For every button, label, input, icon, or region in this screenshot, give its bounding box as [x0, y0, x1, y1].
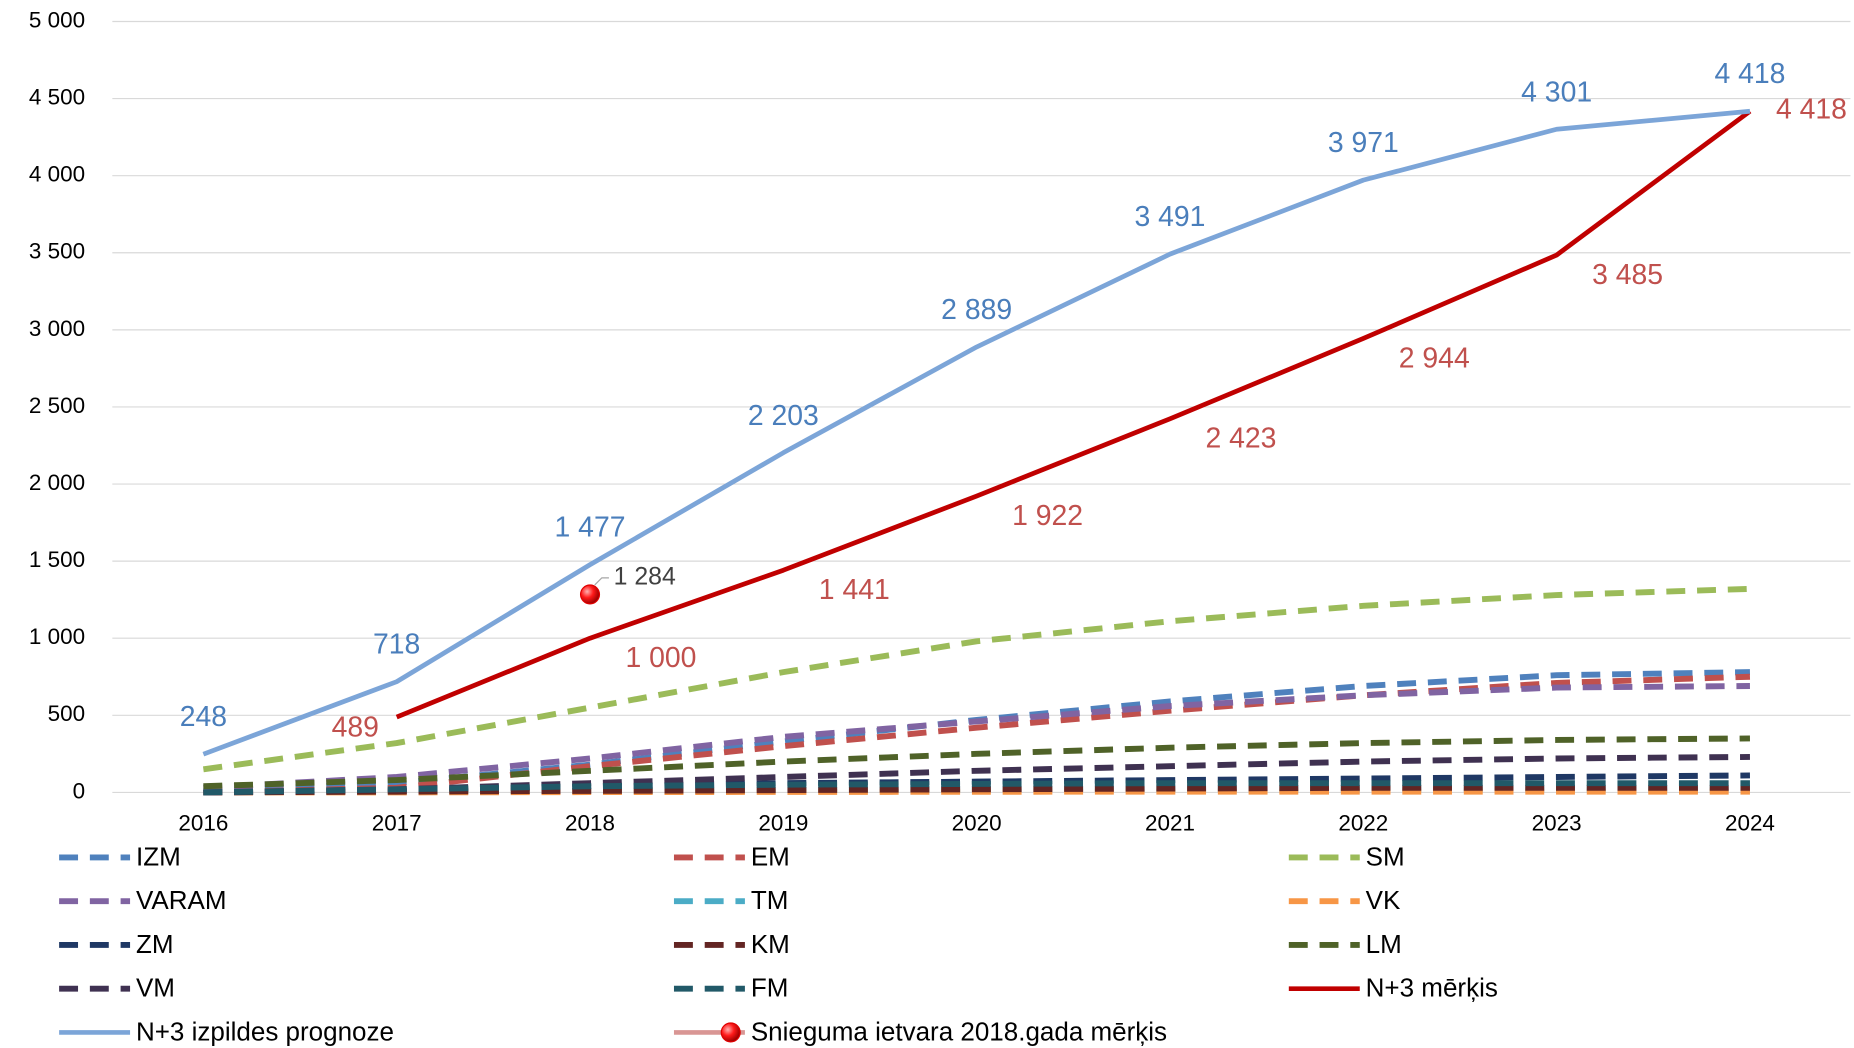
x-tick-label: 2021 — [1145, 810, 1195, 835]
legend-label: IZM — [136, 841, 181, 871]
y-tick-label: 0 — [73, 778, 86, 803]
y-tick-label: 4 000 — [29, 162, 85, 187]
legend-marker — [720, 1022, 741, 1043]
y-tick-label: 4 500 — [29, 85, 85, 110]
y-tick-label: 5 000 — [29, 7, 85, 32]
x-tick-label: 2016 — [178, 810, 228, 835]
legend-label: Snieguma ietvara 2018.gada mērķis — [751, 1016, 1167, 1046]
legend-label: VARAM — [136, 885, 227, 915]
data-label: 248 — [180, 701, 227, 733]
data-label: 1 922 — [1012, 500, 1083, 532]
data-label: 1 441 — [819, 574, 890, 606]
data-label: 3 491 — [1134, 201, 1205, 233]
series-line — [203, 780, 1750, 796]
y-tick-label: 3 500 — [29, 239, 85, 264]
x-tick-label: 2020 — [952, 810, 1002, 835]
legend-label: VK — [1366, 885, 1401, 915]
x-tick-label: 2022 — [1338, 810, 1388, 835]
legend-label: VM — [136, 973, 175, 1003]
y-tick-label: 1 000 — [29, 624, 85, 649]
data-label: 2 203 — [748, 400, 819, 432]
point-marker — [579, 584, 601, 605]
x-tick-label: 2023 — [1532, 810, 1582, 835]
legend-label: EM — [751, 841, 790, 871]
series-line — [203, 673, 1751, 796]
y-tick-label: 2 500 — [29, 393, 85, 418]
series-line — [395, 109, 1752, 720]
data-label: 3 485 — [1592, 259, 1663, 291]
data-label: 4 301 — [1521, 76, 1592, 108]
legend-label: SM — [1366, 841, 1405, 871]
legend-label: TM — [751, 885, 789, 915]
legend-label: LM — [1366, 929, 1402, 959]
legend-label: ZM — [136, 929, 174, 959]
legend-label: KM — [751, 929, 790, 959]
x-tick-label: 2017 — [372, 810, 422, 835]
legend-label: N+3 mērķis — [1366, 973, 1498, 1003]
legend-label: FM — [751, 973, 789, 1003]
y-tick-label: 1 500 — [29, 547, 85, 572]
x-tick-label: 2024 — [1725, 810, 1775, 835]
x-tick-label: 2018 — [565, 810, 615, 835]
label-leader — [594, 577, 609, 586]
data-label: 2 944 — [1399, 342, 1470, 374]
y-tick-label: 3 000 — [29, 316, 85, 341]
data-label: 3 971 — [1328, 127, 1399, 159]
data-label: 1 477 — [555, 512, 626, 544]
data-label: 1 284 — [614, 563, 676, 590]
y-tick-label: 500 — [48, 701, 85, 726]
data-label: 2 889 — [941, 294, 1012, 326]
data-label: 718 — [373, 629, 420, 661]
data-label: 1 000 — [625, 642, 696, 674]
data-label: 4 418 — [1714, 58, 1785, 90]
series-line — [203, 784, 1750, 796]
series-line — [202, 585, 1751, 773]
y-tick-label: 2 000 — [29, 470, 85, 495]
legend-label: N+3 izpildes prognoze — [136, 1016, 394, 1046]
x-tick-label: 2019 — [758, 810, 808, 835]
data-label: 489 — [332, 711, 379, 743]
series-line — [203, 735, 1750, 790]
data-label: 4 418 — [1776, 94, 1847, 126]
series-line — [202, 108, 1751, 757]
data-label: 2 423 — [1205, 423, 1276, 455]
series-line — [203, 683, 1750, 791]
